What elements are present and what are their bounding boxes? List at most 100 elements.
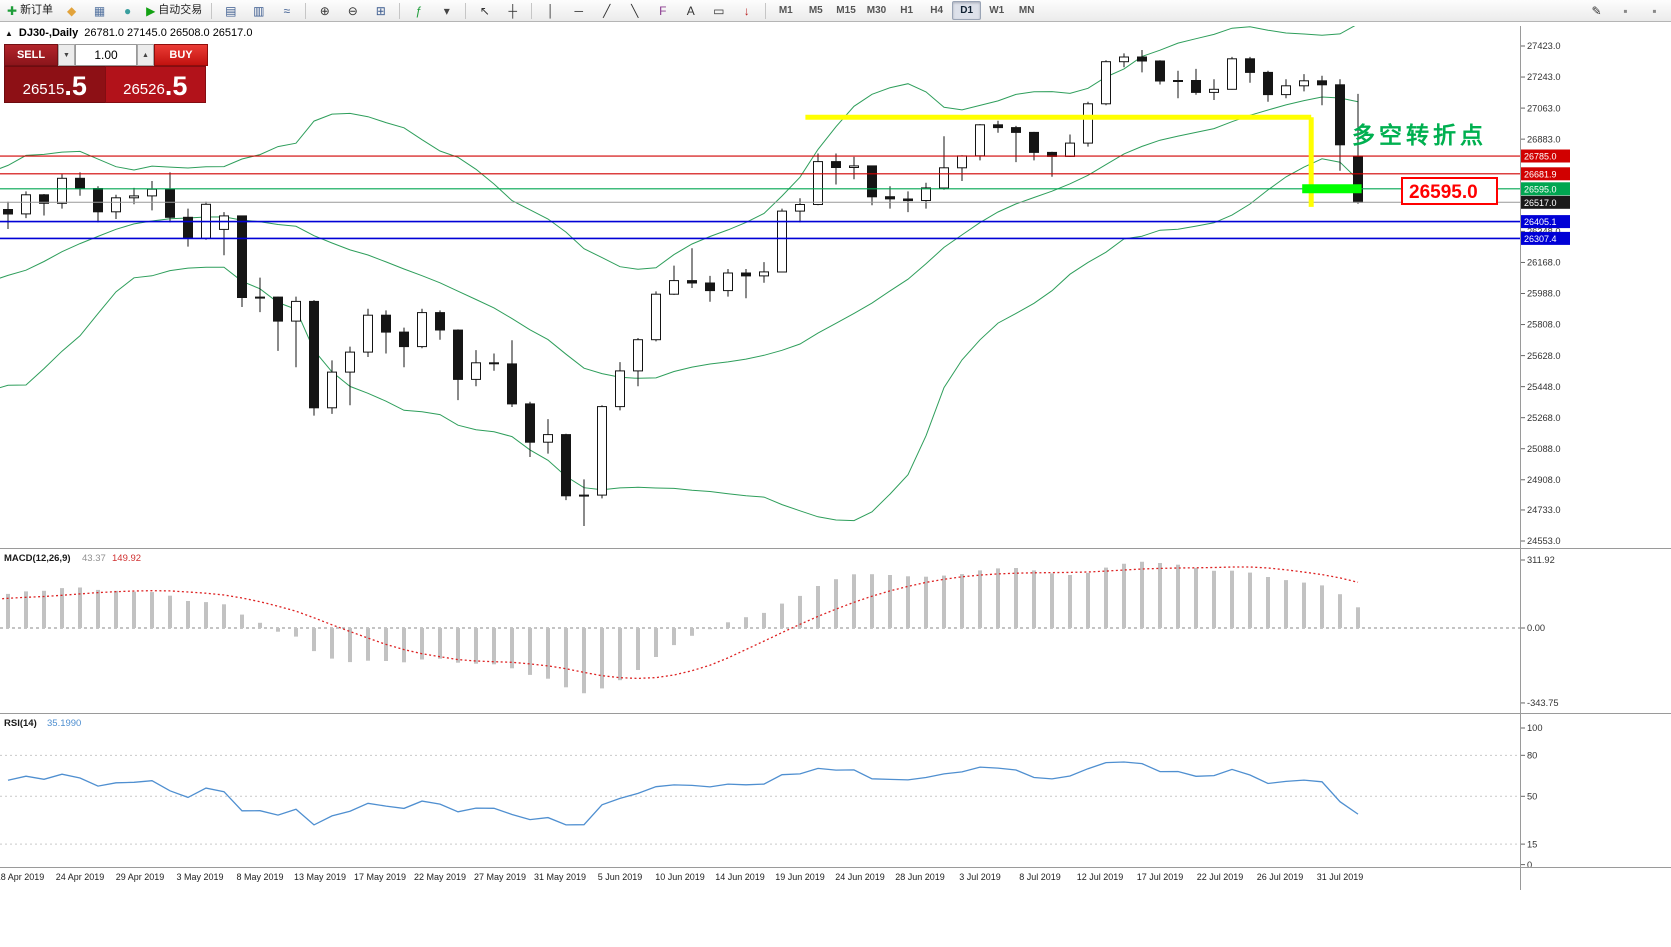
arrow-tool-icon: ↓ xyxy=(743,3,750,18)
candle-body xyxy=(1101,61,1111,105)
candle-body xyxy=(831,161,841,169)
time-axis-label: 22 Jul 2019 xyxy=(1196,872,1244,882)
toolbar-button-label: 新订单 xyxy=(20,4,54,16)
toolbar-button-crosshair[interactable]: ┼ xyxy=(499,0,526,21)
time-axis-label: 27 May 2019 xyxy=(473,872,527,882)
toolbar-button-horizontal-line[interactable]: ─ xyxy=(565,0,592,21)
candle-body xyxy=(687,280,697,284)
toolbar-button-status-1[interactable]: ▪ xyxy=(1623,3,1628,18)
toolbar-button-edit[interactable]: ✎ xyxy=(1591,3,1602,18)
chart-symbol-period: DJ30-,Daily xyxy=(18,27,79,39)
rsi-panel-canvas[interactable]: 100 80 50 15 0 RSI(14) 35.1990 xyxy=(0,714,1671,867)
toolbar-button-new-order[interactable]: ✚ 新订单 xyxy=(3,0,57,21)
buy-price-main: 26526 xyxy=(123,81,165,99)
timeframe-button-m30[interactable]: M30 xyxy=(866,4,887,16)
toolbar-button-indicators-list[interactable]: ƒ xyxy=(405,0,432,21)
candle-body xyxy=(1299,80,1309,87)
toolbar-button-tile-windows[interactable]: ⊞ xyxy=(367,0,394,21)
toolbar-divider xyxy=(531,2,533,19)
volume-decrease-icon[interactable] xyxy=(58,44,75,66)
toolbar-button-zoom-in[interactable]: ⊕ xyxy=(311,0,338,21)
candle-body xyxy=(1155,60,1165,82)
toolbar-divider xyxy=(765,2,767,19)
price-callout-box[interactable] xyxy=(1401,177,1498,205)
macd-panel-canvas[interactable]: 311.92 0.00 -343.75 MACD(12,26,9) 43.37 149.9… xyxy=(0,549,1671,713)
macd-histogram xyxy=(6,561,1360,694)
buy-price[interactable]: 26526.5 xyxy=(104,66,206,103)
channel-icon: ╲ xyxy=(631,3,639,18)
buy-button[interactable]: BUY xyxy=(154,44,208,66)
time-axis[interactable]: 18 Apr 2019 24 Apr 2019 29 Apr 2019 3 May 2… xyxy=(0,868,1671,890)
candle-body xyxy=(1281,85,1291,96)
price-chart-canvas[interactable]: 27423.0 27243.0 27063.0 26883.0 26348.0 26168… xyxy=(0,26,1671,547)
candle-body xyxy=(975,124,985,157)
toolbar-button-auto-trading[interactable]: ▶ 自动交易 xyxy=(142,0,206,21)
one-click-panel-toggle-icon[interactable] xyxy=(5,29,13,38)
sell-price[interactable]: 26515.5 xyxy=(4,66,105,103)
candle-body xyxy=(939,167,949,189)
candle-body xyxy=(921,187,931,201)
timeframe-button-h4[interactable]: H4 xyxy=(930,4,944,16)
toolbar-divider xyxy=(465,2,467,19)
toolbar-button-brand[interactable]: ◆ xyxy=(58,0,85,21)
candle-body xyxy=(525,403,535,443)
price-tick-label: 26168.0 xyxy=(1527,258,1561,268)
toolbar-button-candle-chart[interactable]: ▥ xyxy=(245,0,272,21)
volume-increase-icon[interactable] xyxy=(137,44,154,66)
candle-body xyxy=(489,362,499,365)
candle-body xyxy=(1263,71,1273,96)
toolbar-button-cursor[interactable]: ↖ xyxy=(471,0,498,21)
volume-input[interactable] xyxy=(75,44,137,66)
candle-body xyxy=(237,215,247,298)
timeframe-button-m1[interactable]: M1 xyxy=(778,4,793,16)
toolbar-button-channel[interactable]: ╲ xyxy=(621,0,648,21)
macd-panel-splitter[interactable] xyxy=(0,548,1671,549)
brand-icon: ◆ xyxy=(66,3,77,18)
time-axis-label: 19 Jun 2019 xyxy=(775,872,825,882)
timeframe-button-m15[interactable]: M15 xyxy=(836,4,856,16)
time-axis-label: 26 Jul 2019 xyxy=(1256,872,1304,882)
candle-body xyxy=(1083,103,1093,144)
toolbar-button-fibonacci[interactable]: F xyxy=(649,0,676,21)
toolbar-button-charts-window[interactable]: ▦ xyxy=(86,0,113,21)
price-tick-label: 24908.0 xyxy=(1527,475,1561,485)
price-tick-label: 27063.0 xyxy=(1527,103,1561,113)
timeframe-button-h1[interactable]: H1 xyxy=(900,4,914,16)
candle-body xyxy=(273,296,283,322)
toolbar-button-text[interactable]: A xyxy=(677,0,704,21)
toolbar-button-status-2[interactable]: ▪ xyxy=(1652,3,1657,18)
price-tick-label: 25988.0 xyxy=(1527,289,1561,299)
toolbar-button-line-chart[interactable]: ≈ xyxy=(273,0,300,21)
toolbar-button-vertical-line[interactable]: │ xyxy=(537,0,564,21)
timeframe-button-w1[interactable]: W1 xyxy=(989,4,1005,16)
toolbar-button-market-watch[interactable]: ● xyxy=(114,0,141,21)
candle-body xyxy=(363,314,373,353)
candle-body xyxy=(1353,156,1363,203)
toolbar-button-label: 自动交易 xyxy=(158,4,203,16)
candle-body xyxy=(615,370,625,408)
toolbar-button-indicators-menu[interactable]: ▾ xyxy=(433,0,460,21)
timeframe-button-mn[interactable]: MN xyxy=(1018,4,1035,16)
hline-icon: ─ xyxy=(574,3,584,18)
price-tick-label: 26883.0 xyxy=(1527,134,1561,144)
rsi-line xyxy=(7,761,1359,826)
timeframe-button-d1[interactable]: D1 xyxy=(952,1,982,20)
turning-point-annotation[interactable]: 多空转折点 xyxy=(1352,122,1487,148)
price-badge-label: 26681.9 xyxy=(1524,169,1557,179)
toolbar-button-trendline[interactable]: ╱ xyxy=(593,0,620,21)
rsi-panel-splitter[interactable] xyxy=(0,713,1671,714)
toolbar-button-text-label[interactable]: ▭ xyxy=(705,0,732,21)
toolbar-button-zoom-out[interactable]: ⊖ xyxy=(339,0,366,21)
timeframe-button-m5[interactable]: M5 xyxy=(808,4,823,16)
toolbar-button-arrows[interactable]: ↓ xyxy=(733,0,760,21)
candle-body xyxy=(471,362,481,380)
candle-body xyxy=(1065,142,1075,157)
candle-body xyxy=(507,363,517,405)
sell-button[interactable]: SELL xyxy=(4,44,58,66)
crosshair-icon: ┼ xyxy=(508,3,518,18)
macd-axis-label: -343.75 xyxy=(1527,698,1559,708)
rsi-axis-label: 0 xyxy=(1527,860,1532,867)
toolbar-button-bar-chart[interactable]: ▤ xyxy=(217,0,244,21)
one-click-trading-panel: SELL BUY 26515.5 26526.5 xyxy=(4,44,208,103)
candle-body xyxy=(1191,80,1201,93)
